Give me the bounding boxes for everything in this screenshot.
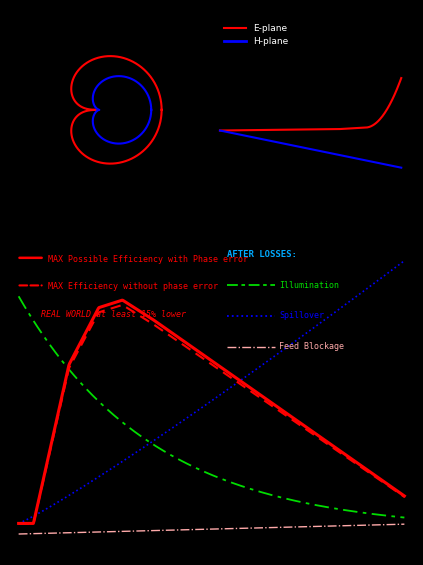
Text: Illumination: Illumination [279,281,339,290]
Text: Spillover: Spillover [279,311,324,320]
Text: MAX Possible Efficiency with Phase error: MAX Possible Efficiency with Phase error [49,255,248,264]
Legend: E-plane, H-plane: E-plane, H-plane [221,21,291,49]
Text: AFTER LOSSES:: AFTER LOSSES: [228,250,297,259]
Text: Feed Blockage: Feed Blockage [279,342,344,351]
Text: REAL WORLD at least 15% lower: REAL WORLD at least 15% lower [41,310,186,319]
Text: MAX Efficiency without phase error: MAX Efficiency without phase error [49,282,218,292]
